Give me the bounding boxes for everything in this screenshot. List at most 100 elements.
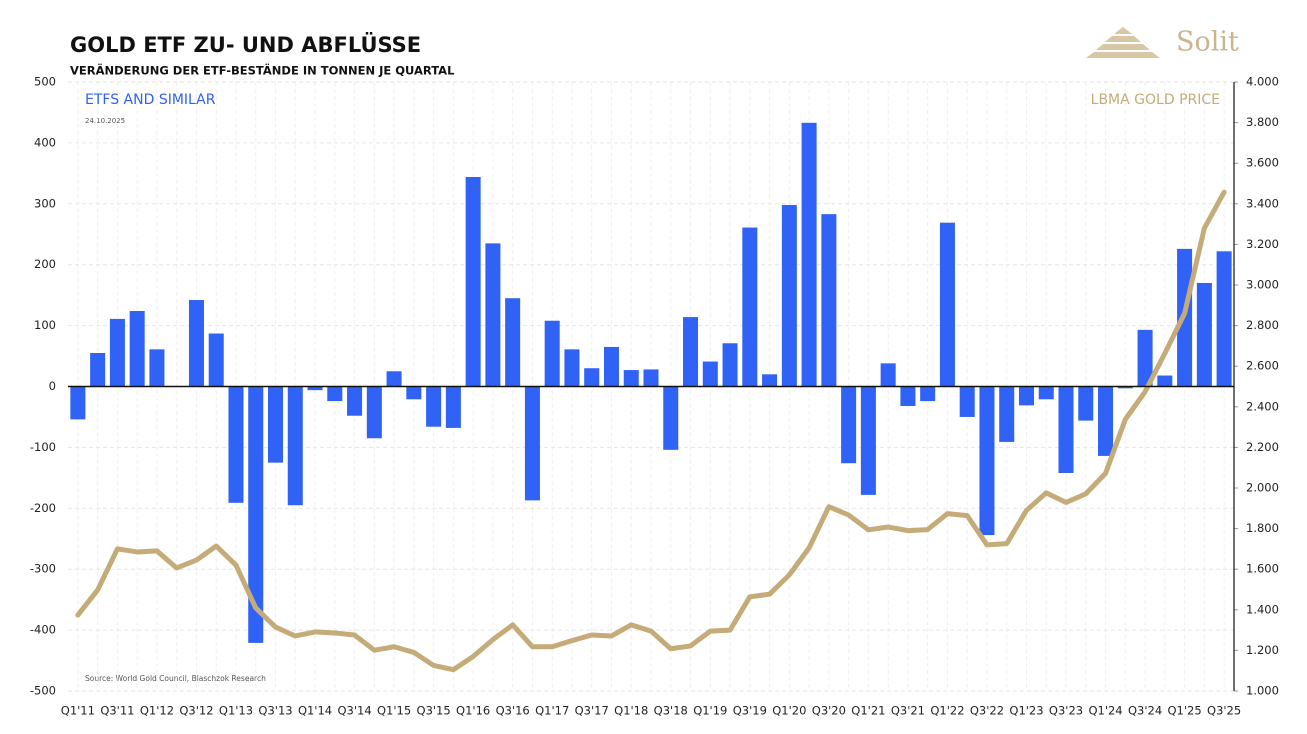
bar	[742, 227, 758, 387]
x-tick-label: Q1'18	[614, 704, 648, 718]
bar	[920, 386, 936, 402]
bar	[860, 386, 876, 495]
bar	[485, 243, 501, 387]
bar	[208, 333, 224, 387]
bar	[287, 386, 303, 506]
x-tick-label: Q3'19	[733, 704, 767, 718]
y2-tick-label: 2.400	[1246, 399, 1279, 413]
x-tick-label: Q3'13	[258, 704, 292, 718]
bar	[959, 386, 975, 417]
x-tick-label: Q3'23	[1049, 704, 1083, 718]
y2-tick-label: 1.400	[1246, 602, 1279, 616]
bar	[623, 370, 639, 387]
bar	[781, 205, 797, 387]
y2-tick-label: 1.800	[1246, 521, 1279, 535]
x-tick-label: Q3'15	[417, 704, 451, 718]
y-tick-label: 0	[49, 379, 56, 393]
bar	[880, 363, 896, 387]
x-tick-label: Q1'16	[456, 704, 490, 718]
x-tick-label: Q1'21	[851, 704, 885, 718]
bar	[1196, 282, 1212, 387]
x-tick-label: Q1'20	[772, 704, 806, 718]
y-tick-label: -400	[30, 623, 56, 637]
y-tick-label: -500	[30, 684, 56, 698]
logo-icon	[1086, 27, 1160, 58]
bar	[90, 353, 106, 387]
bar	[327, 386, 343, 402]
y-tick-label: 300	[34, 196, 56, 210]
bar	[1098, 386, 1114, 456]
bar	[505, 298, 521, 387]
x-tick-label: Q1'13	[219, 704, 253, 718]
bar	[445, 386, 461, 428]
bar	[1058, 386, 1074, 473]
source: Source: World Gold Council, Blaschzok Re…	[85, 674, 266, 683]
y-tick-label: -300	[30, 562, 56, 576]
x-tick-label: Q1'25	[1168, 704, 1202, 718]
legend-entry: LBMA GOLD PRICE	[1091, 92, 1220, 108]
x-tick-label: Q3'20	[812, 704, 846, 718]
bar	[584, 368, 600, 387]
bar	[1157, 375, 1173, 387]
bar	[386, 371, 402, 387]
x-tick-label: Q1'14	[298, 704, 332, 718]
bar	[979, 386, 995, 536]
bar	[900, 386, 916, 406]
bar	[722, 343, 738, 387]
y-tick-label: 100	[34, 318, 56, 332]
bar	[702, 361, 718, 387]
y2-tick-label: 4.000	[1246, 75, 1279, 89]
date: 24.10.2025	[85, 117, 125, 125]
bar	[109, 318, 125, 387]
bar	[426, 386, 442, 427]
y2-tick-label: 2.600	[1246, 359, 1279, 373]
bar	[70, 386, 86, 420]
x-tick-label: Q1'23	[1009, 704, 1043, 718]
y-tick-label: 400	[34, 135, 56, 149]
y2-tick-label: 2.200	[1246, 440, 1279, 454]
y-tick-label: -200	[30, 501, 56, 515]
bar	[267, 386, 284, 463]
bar	[1137, 329, 1153, 387]
line	[75, 189, 1227, 673]
x-tick-label: Q3'11	[100, 704, 134, 718]
x-tick-label: Q1'17	[535, 704, 569, 718]
x-tick-label: Q1'19	[693, 704, 727, 718]
chart-subtitle: VERÄNDERUNG DER ETF-BESTÄNDE IN TONNEN J…	[70, 63, 455, 78]
bar	[1078, 386, 1094, 421]
bar	[1216, 251, 1232, 387]
bar	[149, 349, 165, 387]
x-tick-label: Q1'11	[61, 704, 95, 718]
logo-text: Solit	[1176, 27, 1239, 58]
y2-tick-label: 1.600	[1246, 562, 1279, 576]
bar	[1117, 386, 1133, 389]
bar	[841, 386, 857, 464]
y2-tick-label: 1.200	[1246, 643, 1279, 657]
bar	[663, 386, 679, 450]
bar	[228, 386, 244, 503]
bar	[801, 122, 817, 387]
legend-entry: ETFS AND SIMILAR	[85, 92, 216, 108]
x-tick-label: Q1'12	[140, 704, 174, 718]
y-tick-label: 200	[34, 257, 56, 271]
bar	[544, 320, 560, 387]
x-tick-label: Q3'14	[337, 704, 371, 718]
x-tick-label: Q1'22	[930, 704, 964, 718]
y2-tick-label: 2.800	[1246, 318, 1279, 332]
bar	[603, 346, 619, 387]
bar	[465, 177, 481, 387]
y-tick-label: 500	[34, 75, 56, 89]
y2-tick-label: 1.000	[1246, 684, 1279, 698]
x-tick-label: Q3'21	[891, 704, 925, 718]
bar	[129, 310, 145, 387]
bar	[1018, 386, 1035, 406]
bar	[643, 369, 659, 387]
bar	[347, 386, 363, 416]
bar	[524, 386, 540, 501]
x-tick-label: Q3'16	[496, 704, 530, 718]
x-tick-label: Q1'15	[377, 704, 411, 718]
y2-tick-label: 2.000	[1246, 481, 1279, 495]
bar	[939, 222, 955, 387]
